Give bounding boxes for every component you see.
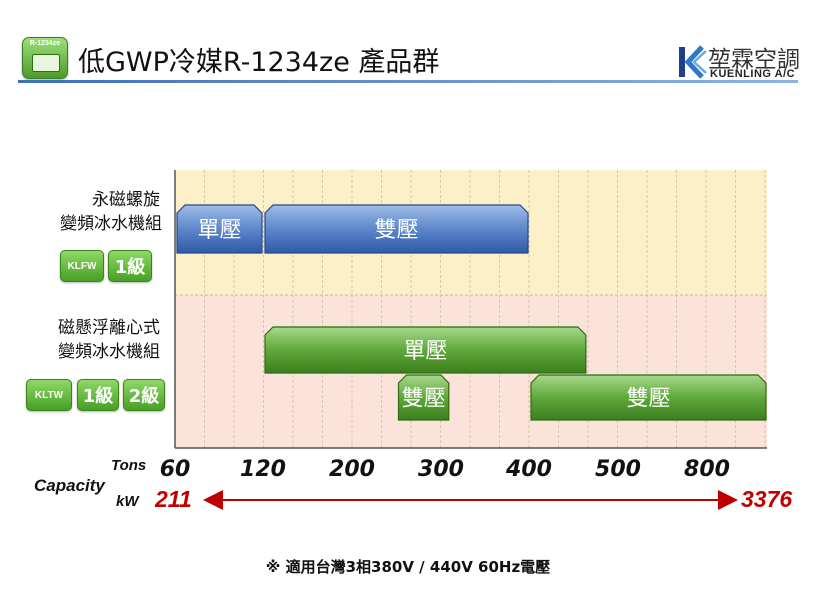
- kuenling-logo-icon: [679, 45, 707, 79]
- range-bar: [530, 374, 767, 421]
- page-title: 低GWP冷媒R-1234ze 產品群: [78, 47, 440, 78]
- range-bar-label: 雙壓: [374, 218, 418, 243]
- group-1-label: 永磁螺旋 變頻冰水機組: [60, 188, 162, 236]
- x-tick-label: 500: [595, 457, 641, 482]
- group-1-label-line-2: 變頻冰水機組: [60, 214, 162, 234]
- voltage-footnote: ※ 適用台灣3相380V / 440V 60Hz電壓: [265, 558, 551, 576]
- refrigerant-icon-label: R-1234ze: [29, 40, 61, 47]
- range-bar: [176, 204, 263, 254]
- x-tick-label: 120: [240, 457, 286, 482]
- x-tick-label: 300: [418, 457, 464, 482]
- logo-chinese-name: 堃霖空調: [708, 47, 800, 73]
- range-bar-label: 雙壓: [402, 387, 446, 412]
- x-tick-label: 400: [505, 457, 552, 482]
- kltw-model-badge: KLTW: [26, 379, 72, 411]
- group-2-label: 磁懸浮離心式 變頻冰水機組: [20, 316, 160, 364]
- range-bar-label: 單壓: [197, 218, 241, 243]
- tick-labels-group: 60 120 200 300 400 500 800: [160, 457, 730, 482]
- kw-label: kW: [116, 493, 139, 510]
- title-underline: [18, 80, 798, 83]
- tons-label: Tons: [111, 457, 147, 474]
- range-bar: [397, 374, 450, 421]
- x-tick-label: 200: [329, 457, 375, 482]
- capacity-label: Capacity: [34, 476, 105, 495]
- range-bar: [264, 326, 587, 374]
- range-bar-label: 單壓: [403, 339, 447, 364]
- kw-max-value: 3376: [741, 486, 793, 512]
- chiller-unit-icon: [32, 54, 60, 72]
- logo-english-name: KUENLING A/C: [710, 68, 796, 80]
- klfw-model-badge: KLFW: [60, 250, 104, 282]
- grade-1-badge: 1級: [77, 379, 119, 411]
- x-tick-label: 800: [684, 457, 730, 482]
- refrigerant-icon: R-1234ze: [22, 37, 68, 79]
- kw-min-value: 211: [155, 486, 192, 512]
- range-bar: [264, 204, 529, 254]
- grade-1-badge: 1級: [108, 250, 152, 282]
- grade-2-badge: 2級: [123, 379, 165, 411]
- range-bar-label: 雙壓: [626, 387, 670, 412]
- group-1-label-line-1: 永磁螺旋: [92, 190, 160, 210]
- x-tick-label: 60: [160, 457, 191, 482]
- group-2-label-line-1: 磁懸浮離心式: [58, 318, 160, 338]
- group-2-label-line-2: 變頻冰水機組: [58, 342, 160, 362]
